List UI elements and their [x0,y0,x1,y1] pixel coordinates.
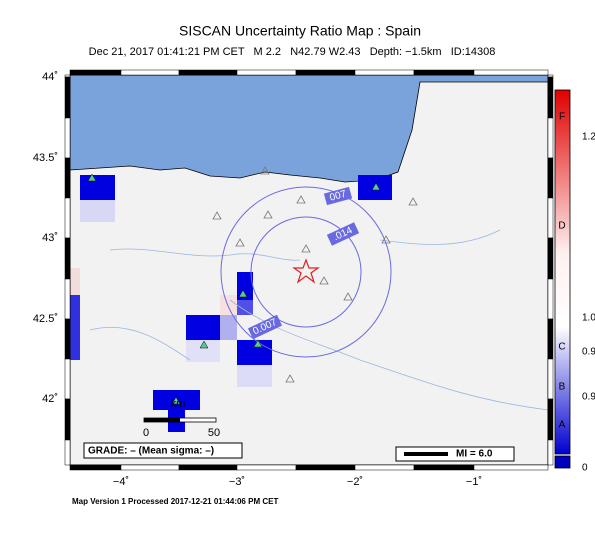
frame-segment [64,318,71,360]
lon-label: −4˚ [113,476,129,488]
legend-line [404,452,448,456]
colorbar-label: 1.0 [582,313,595,324]
colorbar-label: 0 [582,463,588,474]
frame-segment [64,197,71,239]
colorbar-label: D [558,221,565,232]
grade: GRADE: – (Mean sigma: –) [88,446,214,457]
scale-bar: km 0 50 [143,398,220,439]
frame-segment [64,76,71,119]
colorbar-label: 0.9 [582,392,595,403]
frame-segment [69,69,122,76]
contour [250,216,362,328]
lat-label: 42.5˚ [33,313,58,325]
frame-segment [295,464,356,471]
frame-segment [64,117,71,159]
frame-segment [69,464,122,471]
sea [70,75,548,183]
lon-label: −3˚ [229,476,245,488]
scale-unit: km [171,398,186,410]
lat-label: 44˚ [42,71,58,83]
frame-segment [236,69,297,76]
colorbar-label: 1.2 [582,132,595,143]
frame-segment [473,464,549,471]
frame-segment [547,74,554,78]
map-area: 007 .014 0.007 km 0 50 GRADE: – (Mean si… [70,75,548,465]
frame-segment [120,69,180,76]
scale-end: 50 [208,427,220,439]
frame-segment [547,197,554,239]
frame-segment [64,358,71,400]
frame-segment [64,278,71,320]
colorbar-base [554,455,571,469]
colorbar [554,89,571,455]
frame-segment [547,157,554,199]
frame-segment [64,398,71,441]
frame-segment [547,318,554,360]
legend: MI = 6.0 [456,449,493,460]
frame-segment [178,69,238,76]
lon-label: −2˚ [347,476,363,488]
contour [220,186,392,358]
lat-label: 43.5˚ [33,152,58,164]
epicenter [292,258,320,284]
scale-start: 0 [143,427,149,439]
frame-segment [120,464,180,471]
frame-segment [547,76,554,119]
frame-segment [547,237,554,280]
frame-segment [295,69,356,76]
colorbar-label: B [559,382,566,393]
stations-active [87,173,381,405]
lat-label: 43˚ [42,232,58,244]
frame-segment [547,358,554,400]
colorbar-label: A [559,420,566,431]
frame-ticks [64,69,554,471]
frame-segment [413,464,475,471]
colorbar-label: 0.9 [582,347,595,358]
frame-segment [236,464,297,471]
frame-segment [547,439,554,466]
grade-box [83,442,243,459]
legend-box [395,446,515,462]
frame-segment [547,398,554,441]
lat-label: 42˚ [42,393,58,405]
frame-segment [473,69,549,76]
colorbar-label: F [559,112,565,123]
title: SISCAN Uncertainty Ratio Map : Spain [179,23,421,39]
frame-segment [64,74,71,78]
frame-segment [64,237,71,280]
footer: Map Version 1 Processed 2017-12-21 01:44… [72,497,278,506]
frame-segment [413,69,475,76]
colorbar-label: C [558,342,565,353]
subtitle: Dec 21, 2017 01:41:21 PM CET M 2.2 N42.7… [89,46,496,58]
frame-segment [64,439,71,466]
lon-label: −1˚ [466,476,482,488]
frame-segment [547,117,554,159]
frame-segment [178,464,238,471]
frame-segment [547,278,554,320]
frame-segment [354,464,415,471]
contour-label: 007 [329,189,348,204]
frame-segment [64,157,71,199]
frame-segment [354,69,415,76]
